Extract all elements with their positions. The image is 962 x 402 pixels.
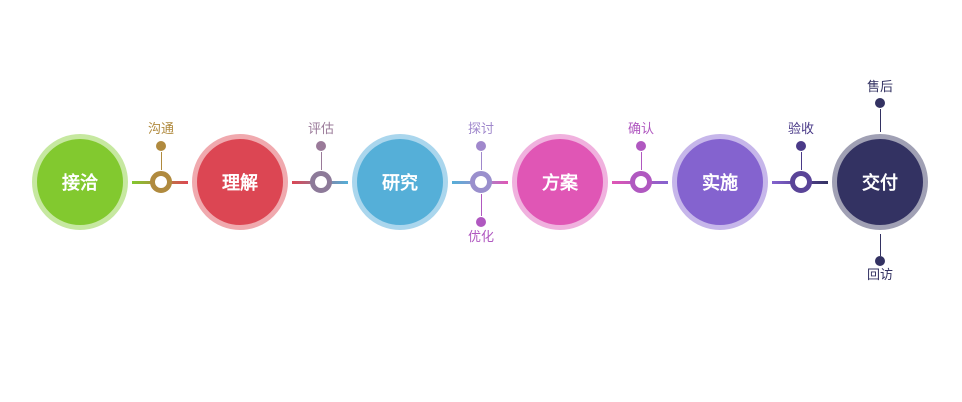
stage-circle-6: 交付 [832, 134, 928, 230]
stage-circle-1: 接洽 [32, 134, 128, 230]
final-top-stem [880, 109, 881, 132]
connector-node-4 [630, 171, 652, 193]
branch-top-1-label: 沟通 [147, 122, 174, 137]
stage-circle-2: 理解 [192, 134, 288, 230]
connector-line-right-2 [321, 181, 348, 184]
stage-circle-3: 研究 [352, 134, 448, 230]
branch-top-4-stem [641, 152, 642, 170]
branch-top-1-stem [161, 152, 162, 170]
final-bottom-stem [880, 234, 881, 256]
connector-node-1 [150, 171, 172, 193]
connector-line-right-3 [481, 181, 508, 184]
connector-line-left-3 [452, 181, 481, 184]
branch-bottom-3-label: 优化 [467, 230, 494, 245]
branch-top-2-stem [321, 152, 322, 170]
branch-top-5-dot [796, 141, 806, 151]
branch-top-4-label: 确认 [627, 122, 654, 137]
final-bottom-label: 回访 [866, 268, 893, 283]
branch-top-1-dot [156, 141, 166, 151]
connector-line-right-1 [161, 181, 188, 184]
final-top-dot [875, 98, 885, 108]
stage-circle-5: 实施 [672, 134, 768, 230]
branch-top-2-label: 评估 [307, 122, 334, 137]
branch-top-3-label: 探讨 [467, 122, 494, 137]
branch-bottom-3-dot [476, 217, 486, 227]
branch-top-2-dot [316, 141, 326, 151]
final-bottom-dot [875, 256, 885, 266]
connector-node-2 [310, 171, 332, 193]
stage-circle-4: 方案 [512, 134, 608, 230]
branch-top-3-dot [476, 141, 486, 151]
connector-line-right-5 [801, 181, 828, 184]
connector-line-left-5 [772, 181, 801, 184]
branch-top-5-label: 验收 [787, 122, 814, 137]
branch-top-5-stem [801, 152, 802, 170]
connector-line-left-2 [292, 181, 321, 184]
connector-node-5 [790, 171, 812, 193]
final-top-label: 售后 [866, 80, 893, 95]
connector-node-3 [470, 171, 492, 193]
branch-top-3-stem [481, 152, 482, 170]
connector-line-right-4 [641, 181, 668, 184]
connector-line-left-4 [612, 181, 641, 184]
branch-top-4-dot [636, 141, 646, 151]
connector-line-left-1 [132, 181, 161, 184]
branch-bottom-3-stem [481, 194, 482, 216]
